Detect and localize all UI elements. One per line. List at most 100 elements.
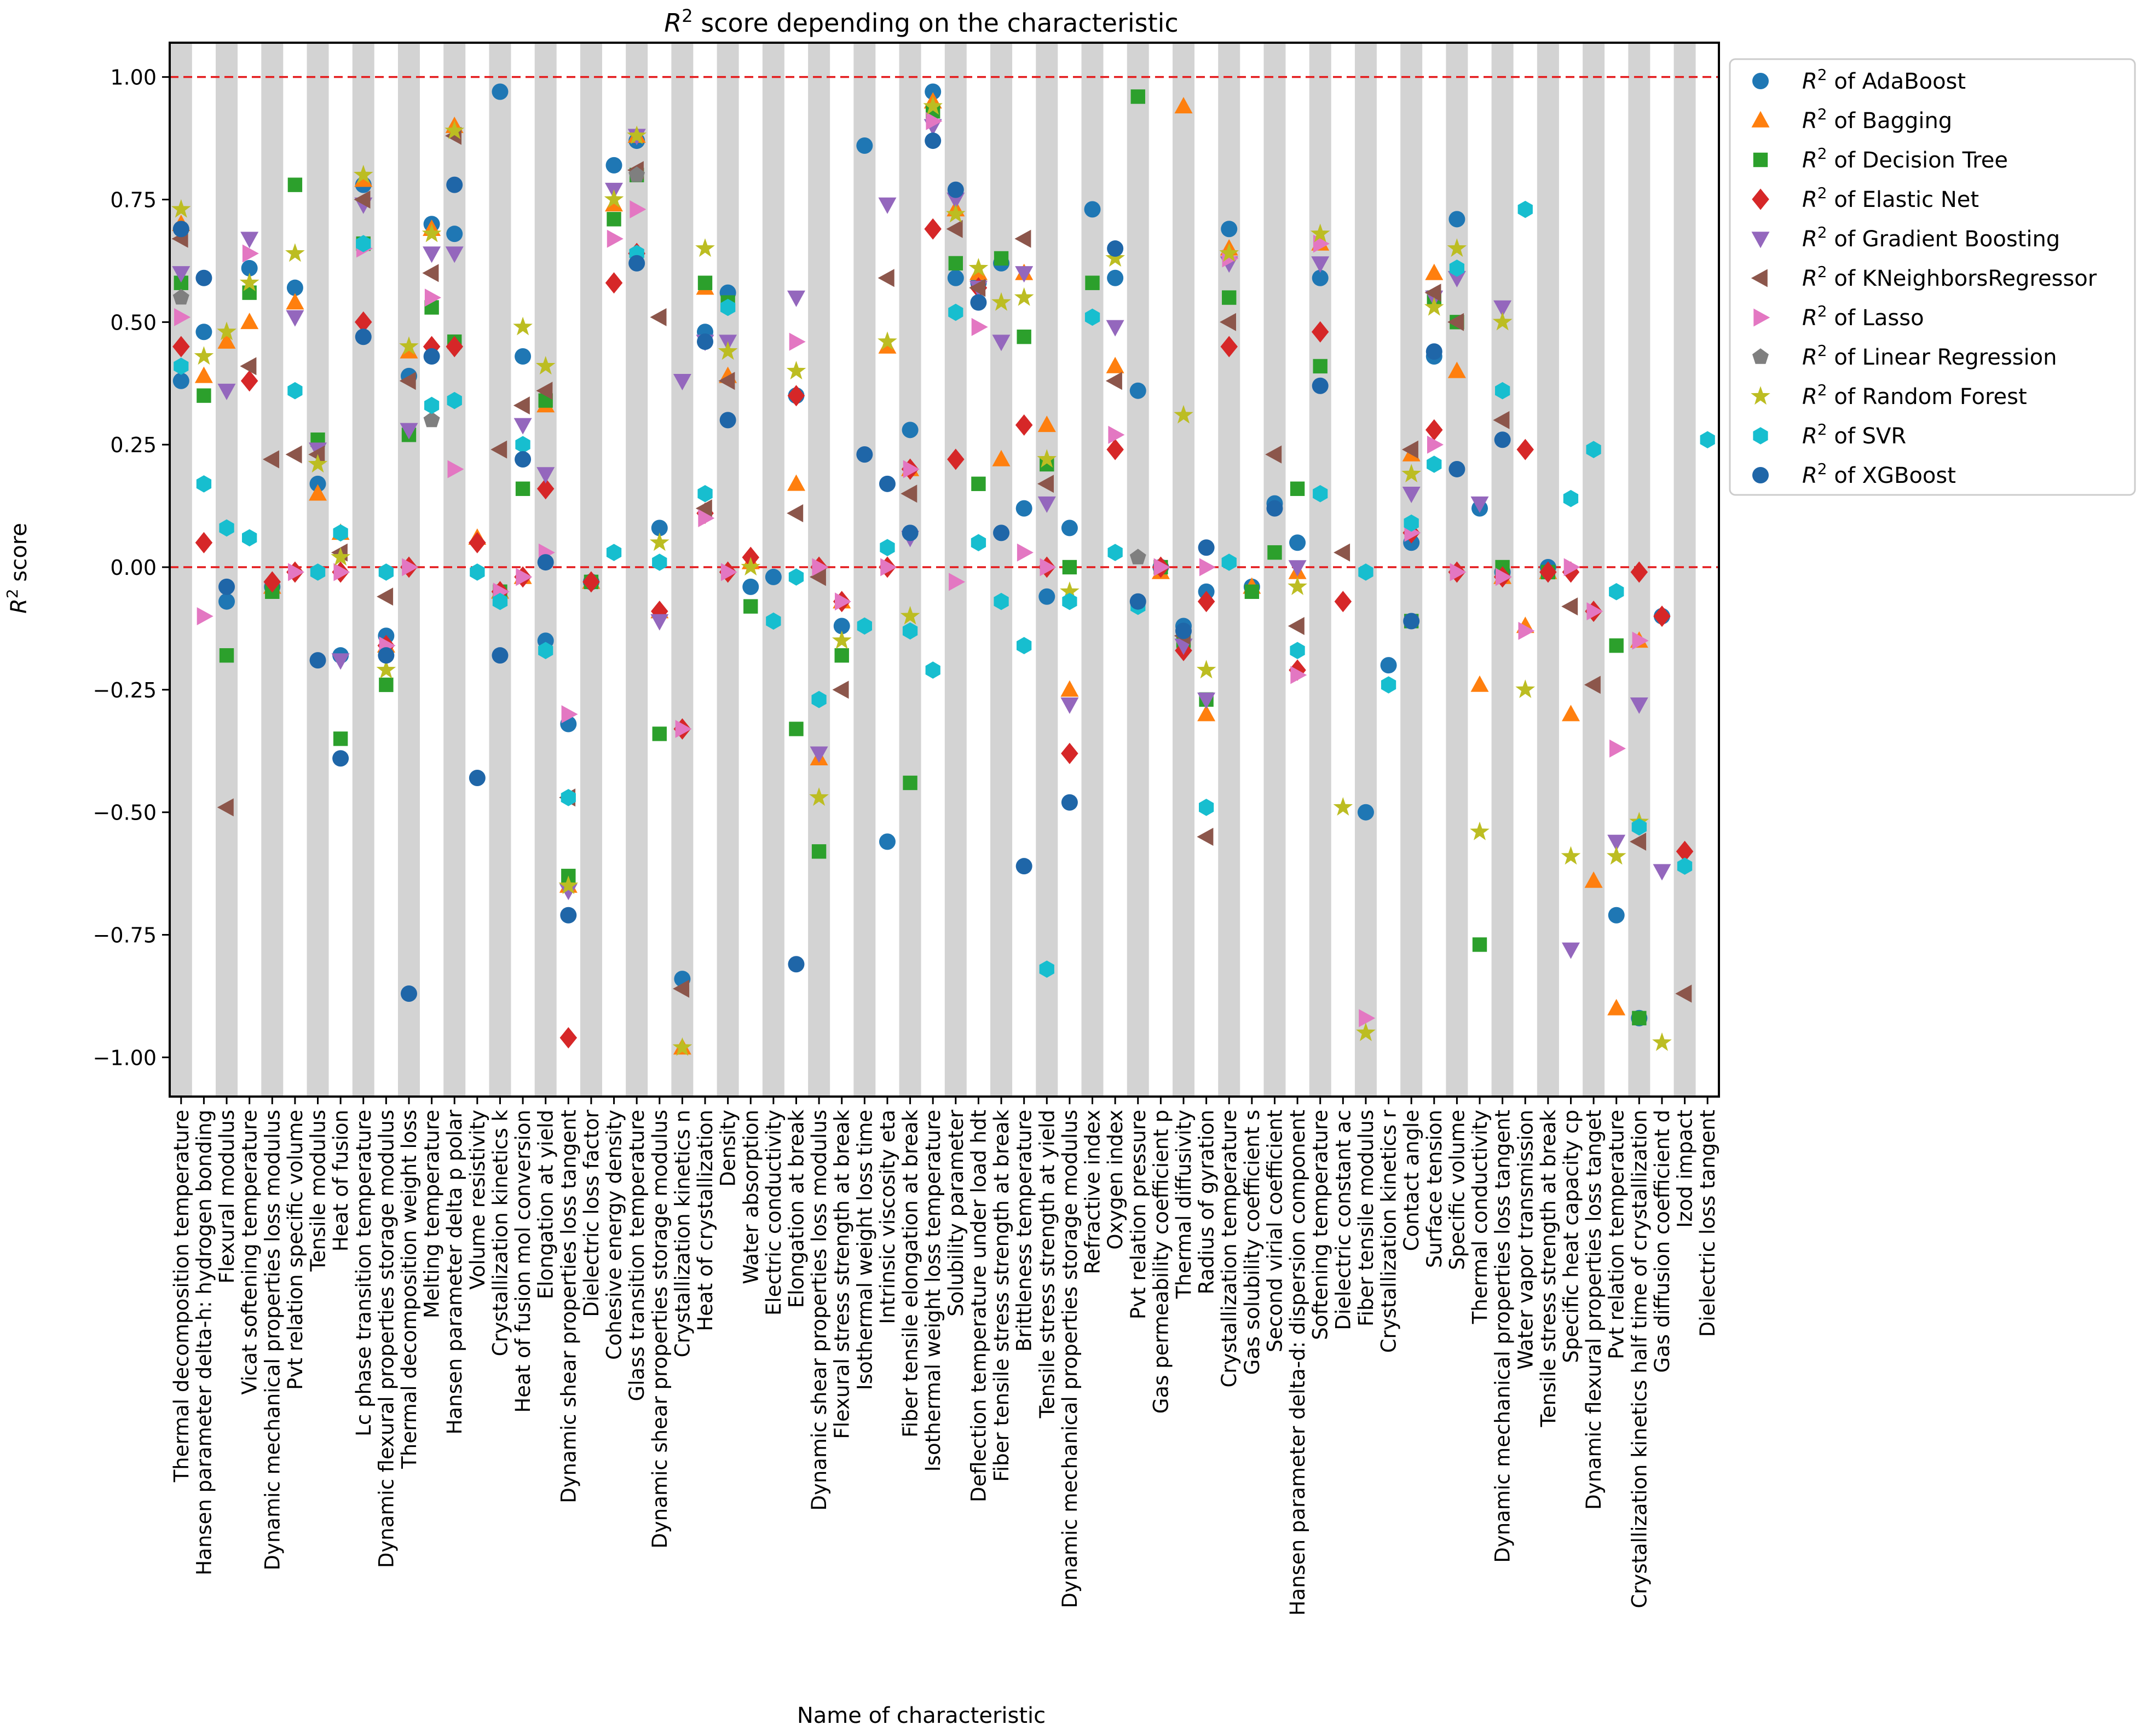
data-point — [1584, 676, 1601, 694]
data-point — [789, 722, 804, 736]
data-point — [1427, 455, 1442, 473]
data-point — [787, 385, 805, 407]
data-point — [423, 411, 440, 428]
data-point — [1265, 445, 1282, 464]
data-point — [879, 475, 896, 492]
data-point — [242, 244, 259, 263]
x-tick-label: Density — [717, 1110, 740, 1187]
data-point — [309, 484, 327, 501]
data-point — [536, 478, 555, 500]
data-point — [812, 558, 829, 576]
data-point — [1632, 631, 1649, 650]
data-point — [901, 485, 917, 503]
data-point — [968, 258, 989, 276]
x-tick-label: Gas permeability coefficient p — [1149, 1110, 1173, 1414]
x-tick-label: Crystallization kinetics r — [1377, 1109, 1401, 1353]
data-point — [878, 269, 894, 287]
data-point — [1584, 871, 1603, 888]
data-point — [1447, 271, 1466, 287]
data-point — [949, 573, 966, 591]
category-band — [216, 43, 238, 1097]
data-point — [376, 660, 396, 679]
chart-title-sup: 2 — [682, 5, 692, 26]
data-point — [1017, 637, 1032, 654]
data-point — [1014, 229, 1031, 248]
data-point — [970, 294, 987, 311]
data-point — [856, 137, 873, 154]
legend-marker — [1753, 308, 1770, 327]
data-point — [697, 333, 714, 350]
data-point — [879, 833, 896, 850]
data-point — [607, 212, 621, 227]
data-point — [1037, 475, 1054, 493]
data-point — [469, 770, 486, 787]
data-point — [1359, 1009, 1376, 1028]
data-point — [1630, 832, 1647, 851]
legend-label: R2 of Decision Tree — [1802, 145, 2008, 173]
data-point — [605, 157, 622, 174]
data-point — [675, 720, 692, 738]
data-point — [652, 726, 667, 741]
legend-item: R2 of KNeighborsRegressor — [1751, 263, 2097, 291]
data-point — [1017, 330, 1031, 344]
x-tick-label: Softening temperature — [1309, 1110, 1332, 1340]
data-point — [878, 331, 897, 350]
data-point — [1266, 500, 1283, 517]
data-point — [788, 568, 804, 586]
data-point — [649, 532, 670, 551]
x-tick-label: Tensile stress strength at yield — [1035, 1110, 1059, 1418]
data-point — [1609, 739, 1626, 758]
data-point — [1700, 431, 1715, 448]
x-tick-label: Dielectric loss tangent — [1696, 1110, 1719, 1337]
y-tick-label: 1.00 — [110, 66, 157, 90]
data-point — [1402, 487, 1421, 503]
data-point — [924, 218, 942, 240]
data-point — [766, 612, 781, 630]
x-tick-label: Dynamic mechanical properties storage mo… — [1058, 1110, 1082, 1608]
data-point — [536, 467, 555, 484]
x-tick-label: Dynamic mechanical properties loss tange… — [1491, 1110, 1515, 1563]
data-point — [1129, 382, 1146, 399]
data-point — [377, 587, 394, 606]
data-point — [490, 440, 507, 459]
data-point — [1425, 419, 1443, 441]
data-point — [217, 321, 236, 341]
x-tick-label: Izod impact — [1673, 1110, 1697, 1228]
data-point — [1561, 846, 1581, 865]
y-tick-label: −0.50 — [93, 801, 157, 825]
data-point — [1470, 675, 1489, 692]
y-axis-label-rest: score — [7, 523, 32, 589]
data-point — [923, 96, 943, 115]
data-point — [607, 229, 624, 248]
data-point — [991, 292, 1011, 311]
data-point — [1495, 382, 1510, 400]
data-point — [1425, 263, 1444, 280]
data-point — [810, 746, 828, 763]
data-point — [743, 599, 758, 614]
x-tick-label: Glass transition temperature — [625, 1110, 649, 1402]
data-point — [1199, 558, 1216, 576]
x-tick-label: Dynamic shear properties storage modulus — [648, 1110, 672, 1549]
data-point — [1062, 560, 1077, 575]
data-point — [1609, 583, 1624, 601]
y-axis: 1.00 0.75 0.50 0.25 0.00 −0.25 −0.50 −0.75 −1.00 — [93, 66, 170, 1070]
data-point — [400, 423, 418, 440]
legend-marker — [1752, 348, 1769, 364]
data-point — [559, 1027, 578, 1049]
data-point — [786, 361, 806, 380]
x-tick-label: Fiber tensile modulus — [1354, 1110, 1378, 1326]
data-point — [1357, 804, 1374, 821]
data-point — [741, 557, 761, 576]
data-point — [195, 324, 212, 341]
data-point — [789, 332, 806, 351]
data-point — [399, 372, 416, 390]
data-point — [469, 532, 486, 553]
x-tick-label: Contact angle — [1400, 1110, 1423, 1251]
x-tick-label: Dielectric constant ac — [1331, 1110, 1355, 1330]
x-tick-label: Refractive index — [1081, 1110, 1105, 1274]
data-point — [445, 120, 465, 140]
category-band — [1081, 43, 1104, 1097]
x-tick-label: Water vapor transmission — [1514, 1110, 1537, 1370]
data-point — [172, 289, 189, 305]
